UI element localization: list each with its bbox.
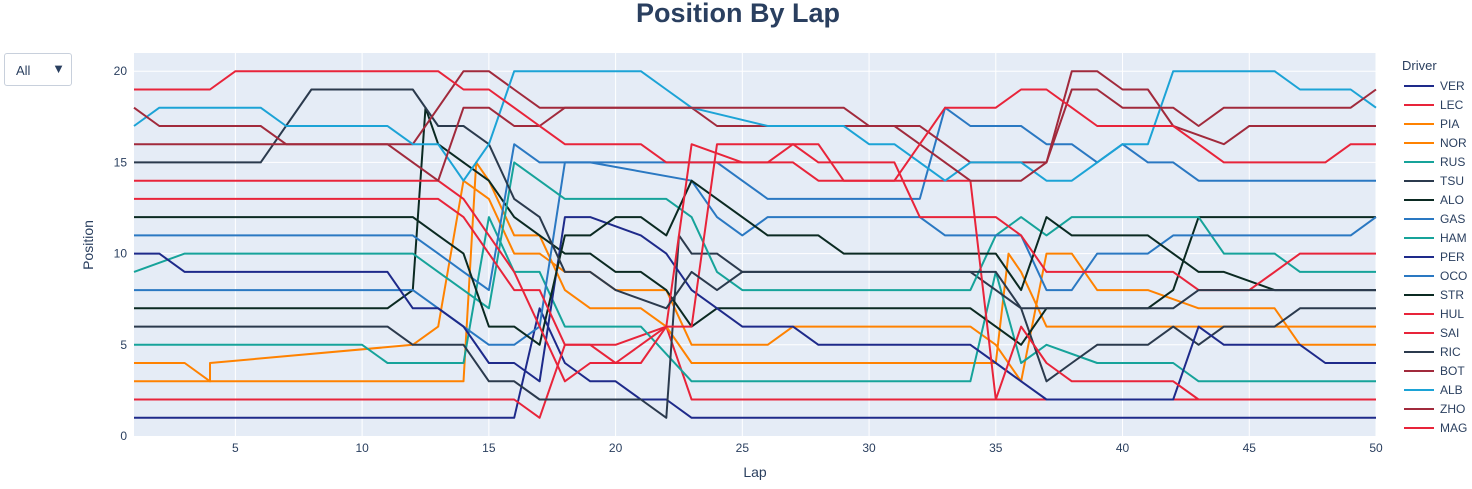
x-tick-label: 25 — [736, 441, 750, 455]
series-line-per[interactable] — [134, 216, 1376, 401]
legend-label: RIC — [1440, 345, 1461, 359]
legend-label: RUS — [1440, 155, 1465, 169]
legend-label: GAS — [1440, 212, 1465, 226]
x-tick-label: 10 — [355, 441, 369, 455]
legend-title: Driver — [1402, 58, 1437, 73]
legend-label: PIA — [1440, 117, 1459, 131]
x-tick-label: 15 — [482, 441, 496, 455]
y-tick-label: 0 — [120, 429, 127, 443]
legend-label: NOR — [1440, 136, 1467, 150]
legend-item-rus[interactable]: RUS — [1404, 155, 1465, 169]
legend-label: SAI — [1440, 326, 1459, 340]
x-tick-label: 40 — [1116, 441, 1130, 455]
plot-area[interactable] — [134, 53, 1376, 436]
series-line-ric[interactable] — [134, 88, 1376, 310]
legend-label: MAG — [1440, 421, 1467, 435]
y-axis-title: Position — [80, 220, 96, 270]
legend-label: TSU — [1440, 174, 1464, 188]
series-line-nor[interactable] — [134, 179, 1376, 383]
legend-label: BOT — [1440, 364, 1465, 378]
legend-item-ver[interactable]: VER — [1404, 79, 1465, 93]
series-line-ham[interactable] — [133, 161, 1376, 310]
series-line-pia[interactable] — [134, 161, 1376, 383]
series-line-zho[interactable] — [133, 88, 1377, 182]
series-line-str[interactable] — [134, 179, 1376, 346]
x-axis-title: Lap — [743, 464, 767, 480]
legend-item-bot[interactable]: BOT — [1404, 364, 1465, 378]
legend-label: HUL — [1440, 307, 1464, 321]
x-tick-label: 20 — [609, 441, 623, 455]
series-line-sai[interactable] — [134, 143, 1376, 401]
legend-label: ZHO — [1440, 402, 1465, 416]
series-line-rus[interactable] — [134, 216, 1376, 383]
x-tick-label: 50 — [1369, 441, 1383, 455]
legend-label: OCO — [1440, 269, 1467, 283]
legend-item-oco[interactable]: OCO — [1404, 269, 1467, 283]
legend-item-pia[interactable]: PIA — [1404, 117, 1459, 131]
legend-item-alo[interactable]: ALO — [1404, 193, 1464, 207]
legend-label: PER — [1440, 250, 1465, 264]
legend-label: ALB — [1440, 383, 1463, 397]
chevron-down-icon: ▼ — [52, 61, 65, 76]
chart-title: Position By Lap — [636, 0, 840, 28]
legend-item-sai[interactable]: SAI — [1404, 326, 1459, 340]
driver-filter-dropdown[interactable]: All ▼ — [4, 53, 72, 86]
legend-item-gas[interactable]: GAS — [1404, 212, 1465, 226]
legend-label: HAM — [1440, 231, 1467, 245]
legend-item-str[interactable]: STR — [1404, 288, 1464, 302]
y-axis-ticks: 0 5 10 15 20 — [114, 64, 128, 443]
series-line-oco[interactable] — [134, 143, 1377, 292]
legend-item-tsu[interactable]: TSU — [1404, 174, 1464, 188]
legend-item-per[interactable]: PER — [1404, 250, 1465, 264]
legend-label: ALO — [1440, 193, 1464, 207]
dropdown-selected-value: All — [16, 63, 31, 78]
series-line-mag[interactable] — [134, 70, 1376, 182]
legend-item-zho[interactable]: ZHO — [1404, 402, 1465, 416]
legend-item-hul[interactable]: HUL — [1404, 307, 1464, 321]
legend-item-mag[interactable]: MAG — [1404, 421, 1467, 435]
x-tick-label: 45 — [1243, 441, 1257, 455]
y-tick-label: 15 — [114, 155, 128, 169]
legend-item-nor[interactable]: NOR — [1404, 136, 1467, 150]
x-tick-label: 30 — [862, 441, 876, 455]
series-lines — [133, 70, 1377, 419]
legend-item-ham[interactable]: HAM — [1404, 231, 1467, 245]
legend-label: STR — [1440, 288, 1464, 302]
x-axis-ticks: 5 10 15 20 25 30 35 40 45 50 — [232, 441, 1383, 455]
y-tick-label: 20 — [114, 64, 128, 78]
y-tick-label: 5 — [120, 338, 127, 352]
legend-item-ric[interactable]: RIC — [1404, 345, 1461, 359]
legend-item-lec[interactable]: LEC — [1404, 98, 1464, 112]
series-line-bot[interactable] — [134, 70, 1376, 164]
legend: VER LEC PIA NOR RUS TSU ALO GAS HAM PER OCO STR HUL S… — [1404, 79, 1467, 435]
legend-item-alb[interactable]: ALB — [1404, 383, 1463, 397]
series-line-alb[interactable] — [133, 70, 1377, 182]
x-tick-label: 5 — [232, 441, 239, 455]
series-line-ver[interactable] — [134, 307, 1376, 419]
legend-label: LEC — [1440, 98, 1464, 112]
x-tick-label: 35 — [989, 441, 1003, 455]
y-tick-label: 10 — [114, 247, 128, 261]
series-line-tsu[interactable] — [134, 234, 1376, 419]
legend-label: VER — [1440, 79, 1465, 93]
